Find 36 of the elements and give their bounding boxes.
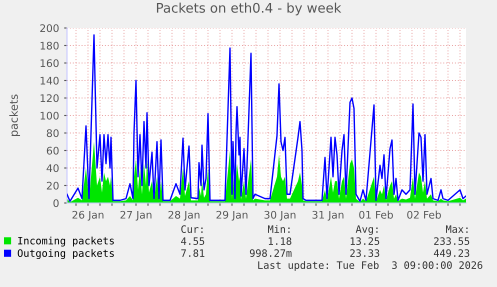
text: Avg: [356,225,378,235]
x-tick-label: 28 Jan [168,210,200,221]
text: 4.55 [181,237,204,245]
text: 13.25 [350,237,380,245]
y-tick-label: 80 [46,129,59,138]
x-tick-label: 26 Jan [72,210,104,221]
chart-title: Packets on eth0.4 - by week [156,2,342,16]
legend-label: Outgoing packets [18,249,114,259]
y-tick-label: 60 [46,146,59,155]
x-tick-label: 02 Feb [407,210,441,219]
text: Cur: [181,225,203,233]
y-tick-label: 120 [40,94,59,102]
text: Max: [446,225,468,233]
text: 449.23 [434,249,470,257]
text: 1.18 [268,237,292,245]
y-tick-label: 160 [40,59,59,68]
y-tick-label: 140 [40,76,59,85]
y-tick-label: 100 [40,112,59,120]
legend-label: Incoming packets [18,236,114,247]
x-tick-label: 30 Jan [264,210,296,221]
text: 998.27m [250,249,292,257]
text: Min: [268,225,290,233]
text: Last update: Tue Feb 3 09:00:00 2026 [258,261,482,271]
x-tick-label: 01 Feb [359,210,393,219]
y-tick-label: 180 [40,42,59,50]
y-axis-title: packets [9,94,20,136]
text: 233.55 [434,237,470,245]
y-tick-label: 200 [40,24,59,32]
text: 7.81 [181,249,204,257]
x-tick-label: 29 Jan [216,210,248,221]
y-tick-label: 40 [46,164,59,172]
y-tick-label: 20 [46,182,59,190]
y-tick-label: 0 [53,199,59,208]
x-tick-label: 31 Jan [312,210,344,221]
text: 23.33 [350,249,380,257]
x-tick-label: 27 Jan [120,210,152,221]
